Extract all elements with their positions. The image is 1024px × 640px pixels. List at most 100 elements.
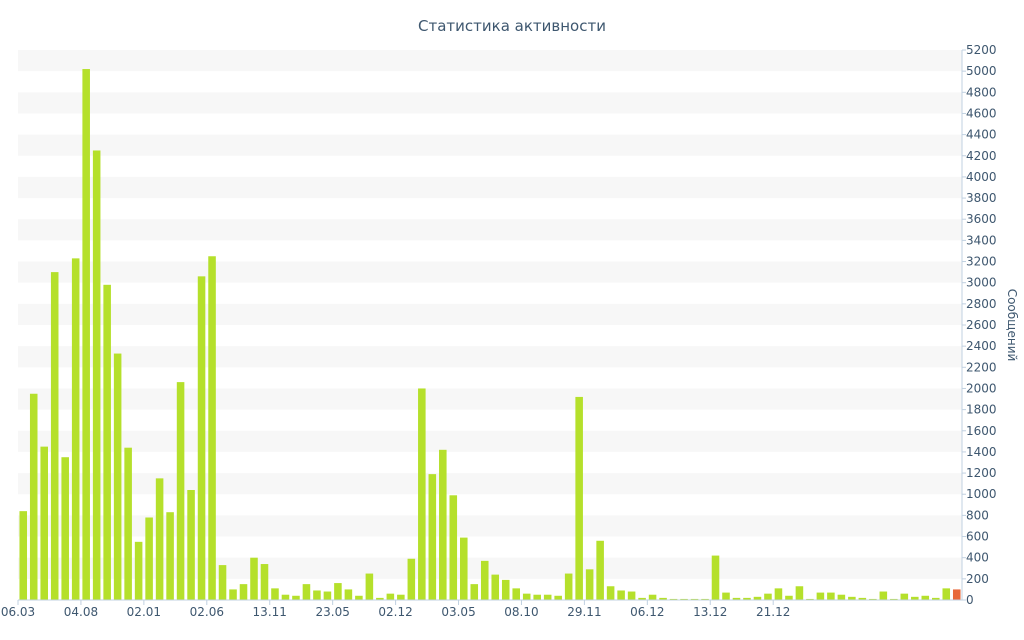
bar — [29, 393, 38, 600]
bar — [208, 256, 216, 600]
y-tick-label: 2400 — [966, 339, 997, 353]
grid-bands — [18, 50, 962, 579]
bar — [806, 598, 814, 600]
bar — [869, 598, 877, 600]
bar — [522, 593, 531, 600]
bar — [764, 593, 772, 600]
bar — [376, 597, 384, 600]
grid-band — [18, 388, 962, 410]
bar — [659, 597, 667, 600]
bar — [418, 388, 426, 600]
bar — [837, 594, 846, 600]
bar — [61, 457, 69, 600]
bar — [82, 69, 90, 601]
bar — [50, 272, 59, 600]
bar — [701, 598, 709, 600]
bar — [334, 583, 342, 600]
y-tick-label: 3000 — [966, 276, 997, 290]
y-tick-label: 5000 — [966, 64, 997, 78]
y-tick-label: 4600 — [966, 106, 997, 120]
grid-band — [18, 430, 962, 452]
y-tick-label: 1600 — [966, 424, 997, 438]
bar — [397, 594, 405, 600]
bar — [145, 517, 153, 600]
y-tick-label: 3600 — [966, 212, 997, 226]
x-tick-label: 23.05 — [315, 605, 349, 619]
bar — [711, 555, 720, 600]
x-tick-label: 13.12 — [693, 605, 727, 619]
bar — [932, 597, 940, 600]
bar — [260, 564, 269, 600]
bar — [71, 258, 80, 600]
bar — [743, 597, 751, 600]
y-tick-label: 4400 — [966, 128, 997, 142]
y-tick-label: 2200 — [966, 360, 997, 374]
bar — [774, 588, 783, 600]
y-tick-label: 3400 — [966, 233, 997, 247]
bar — [19, 511, 28, 600]
bar — [827, 592, 835, 600]
bar — [690, 598, 699, 600]
x-tick-label: 21.12 — [756, 605, 790, 619]
x-tick-label: 03.05 — [441, 605, 475, 619]
bar — [732, 597, 741, 600]
y-tick-label: 4800 — [966, 85, 997, 99]
y-tick-label: 3200 — [966, 255, 997, 269]
grid-band — [18, 515, 962, 537]
y-tick-label: 1400 — [966, 445, 997, 459]
x-tick-label: 02.12 — [378, 605, 412, 619]
bar — [386, 593, 395, 600]
bar — [512, 588, 520, 600]
bar — [680, 598, 688, 600]
bar — [669, 598, 678, 600]
bar — [879, 591, 888, 600]
bar — [596, 540, 604, 600]
bar — [428, 474, 437, 600]
bar — [271, 588, 279, 600]
bar — [900, 593, 909, 600]
grid-band — [18, 346, 962, 368]
bar — [218, 565, 227, 600]
y-tick-label: 1200 — [966, 466, 997, 480]
bar — [501, 579, 510, 600]
bar — [648, 594, 657, 600]
y-tick-label: 1800 — [966, 403, 997, 417]
bar — [816, 592, 825, 600]
bar — [753, 596, 762, 600]
bar — [281, 594, 290, 600]
bar — [239, 584, 248, 600]
bar — [911, 596, 919, 600]
bar — [323, 591, 332, 600]
bar — [355, 595, 363, 600]
x-tick-label: 06.03 — [1, 605, 35, 619]
grid-band — [18, 92, 962, 114]
y-tick-label: 2000 — [966, 381, 997, 395]
bar — [460, 537, 468, 600]
bar — [155, 478, 164, 600]
bar — [449, 495, 458, 600]
bar — [585, 569, 594, 600]
y-axis-ticks: 0 200 400 600 800 1000 1200 1400 1600 1800 2000 220… — [961, 43, 997, 607]
bar — [344, 589, 353, 600]
bar — [564, 573, 573, 600]
grid-band — [18, 473, 962, 495]
bar — [722, 592, 730, 600]
bar — [92, 150, 101, 600]
grid-band — [18, 303, 962, 325]
x-axis-ticks: 06.03 04.08 02.01 02.06 13.11 23.05 02.12 03.05… — [1, 600, 790, 619]
bar — [439, 449, 447, 600]
bar — [313, 590, 321, 600]
bar-current — [952, 589, 961, 600]
y-tick-label: 2600 — [966, 318, 997, 332]
bar — [575, 396, 583, 600]
bars-group — [19, 69, 961, 601]
bar — [250, 557, 258, 600]
bar — [302, 584, 311, 600]
y-tick-label: 800 — [966, 508, 989, 522]
x-tick-label: 04.08 — [64, 605, 98, 619]
bar — [480, 560, 489, 600]
bar — [942, 588, 951, 600]
y-tick-label: 1000 — [966, 487, 997, 501]
bar — [606, 586, 615, 600]
